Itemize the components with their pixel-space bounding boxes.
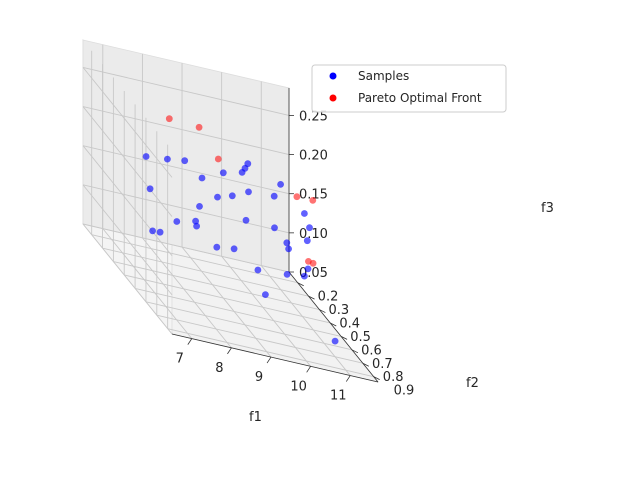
sample-point-28 <box>146 185 154 193</box>
sample-point-4 <box>173 218 181 225</box>
sample-point-6 <box>192 217 200 225</box>
x-tick-label-4: 11 <box>330 389 347 404</box>
x-tick-mark-0 <box>187 338 193 345</box>
legend-box <box>311 64 507 113</box>
chart-points <box>142 115 339 345</box>
sample-point-2 <box>262 291 269 298</box>
sample-point-0 <box>149 227 157 235</box>
grid-z-left-4 <box>82 67 173 178</box>
grid-z-back-4 <box>82 66 290 116</box>
y-tick-mark-0 <box>297 282 304 287</box>
y-tick-label-3: 0.5 <box>350 330 371 345</box>
sample-point-16 <box>214 193 221 201</box>
y-tick-label-1: 0.3 <box>329 303 350 318</box>
y-tick-mark-3 <box>330 322 337 327</box>
sample-point-26 <box>301 210 308 217</box>
pareto-point-3 <box>309 197 317 204</box>
pareto-point-0 <box>165 115 173 123</box>
x-tick-mark-4 <box>345 375 351 382</box>
x-tick-label-3: 10 <box>290 379 307 394</box>
y-tick-label-6: 0.8 <box>383 370 404 385</box>
grid-z-left-0 <box>82 223 173 335</box>
sample-point-25 <box>277 181 284 188</box>
z-tick-label-1: 0.10 <box>299 227 328 242</box>
x-axis-label: f1 <box>249 410 262 425</box>
sample-point-17 <box>242 216 250 224</box>
legend: Samples Pareto Optimal Front <box>311 64 507 113</box>
grid-y-floor-3 <box>124 274 331 324</box>
pareto-point-5 <box>305 258 312 265</box>
x-axis-line <box>171 333 379 383</box>
sample-point-7 <box>213 243 221 251</box>
pareto-point-2 <box>293 193 301 201</box>
sample-point-14 <box>181 157 189 165</box>
sample-point-18 <box>271 224 278 232</box>
grid-y-floor-2 <box>113 261 320 310</box>
sample-point-32 <box>306 224 313 232</box>
sample-point-12 <box>142 153 150 160</box>
y-tick-mark-1 <box>308 295 315 300</box>
y-tick-label-4: 0.6 <box>361 343 382 358</box>
sample-point-9 <box>254 266 262 274</box>
grid-z-back-3 <box>82 106 290 155</box>
grid-y-floor-7 <box>167 328 374 378</box>
legend-label-samples: Samples <box>358 69 409 83</box>
grid-z-left-2 <box>82 145 173 256</box>
sample-point-33 <box>270 192 278 200</box>
x-tick-label-1: 8 <box>215 361 223 376</box>
sample-point-21 <box>285 245 292 253</box>
x-tick-mark-2 <box>266 356 272 364</box>
legend-marker-samples <box>329 72 337 80</box>
z-tick-label-3: 0.20 <box>299 149 328 164</box>
grid-z-back-0 <box>82 223 290 273</box>
x-tick-label-2: 9 <box>255 370 263 385</box>
y-tick-label-0: 0.2 <box>318 290 339 305</box>
y-tick-mark-6 <box>362 362 369 367</box>
y-tick-label-7: 0.9 <box>394 384 415 399</box>
sample-point-1 <box>156 228 164 236</box>
sample-point-23 <box>245 188 252 196</box>
sample-point-22 <box>219 169 227 177</box>
sample-point-20 <box>304 265 312 273</box>
x-tick-mark-1 <box>227 347 232 355</box>
grid-z-left-1 <box>82 184 173 296</box>
grid-y-floor-6 <box>156 314 363 364</box>
y-tick-label-5: 0.7 <box>372 357 393 372</box>
x-tick-label-0: 7 <box>176 352 184 367</box>
sample-point-11 <box>301 272 308 280</box>
sample-point-29 <box>196 203 203 210</box>
sample-point-34 <box>283 239 291 247</box>
pareto-point-6 <box>195 123 203 131</box>
sample-point-8 <box>230 245 238 253</box>
chart-gridlines <box>82 44 374 378</box>
pareto-point-1 <box>214 155 222 163</box>
y-tick-mark-5 <box>351 349 359 354</box>
y-tick-mark-2 <box>319 309 326 313</box>
y-tick-label-2: 0.4 <box>339 317 360 332</box>
sample-point-31 <box>241 164 249 172</box>
grid-y-floor-5 <box>145 301 353 351</box>
sample-point-13 <box>164 155 171 163</box>
y-tick-mark-7 <box>373 376 380 380</box>
legend-label-pareto: Pareto Optimal Front <box>358 91 482 105</box>
sample-point-15 <box>198 174 206 182</box>
z-tick-label-2: 0.15 <box>299 188 328 203</box>
grid-y-floor-4 <box>134 287 342 337</box>
grid-y-floor-1 <box>102 247 309 297</box>
sample-point-27 <box>228 192 236 200</box>
grid-z-back-2 <box>82 145 290 195</box>
sample-point-3 <box>331 337 339 345</box>
legend-marker-pareto <box>329 94 337 102</box>
y-axis-label: f2 <box>466 376 479 391</box>
z-tick-label-4: 0.25 <box>299 109 328 124</box>
grid-z-left-3 <box>82 106 173 217</box>
sample-point-19 <box>303 237 311 245</box>
x-tick-mark-3 <box>306 366 311 373</box>
sample-point-10 <box>283 271 291 278</box>
grid-y-floor-0 <box>91 234 298 284</box>
grid-z-back-1 <box>82 184 290 234</box>
z-axis-label: f3 <box>541 201 554 216</box>
y-tick-mark-4 <box>340 336 348 340</box>
